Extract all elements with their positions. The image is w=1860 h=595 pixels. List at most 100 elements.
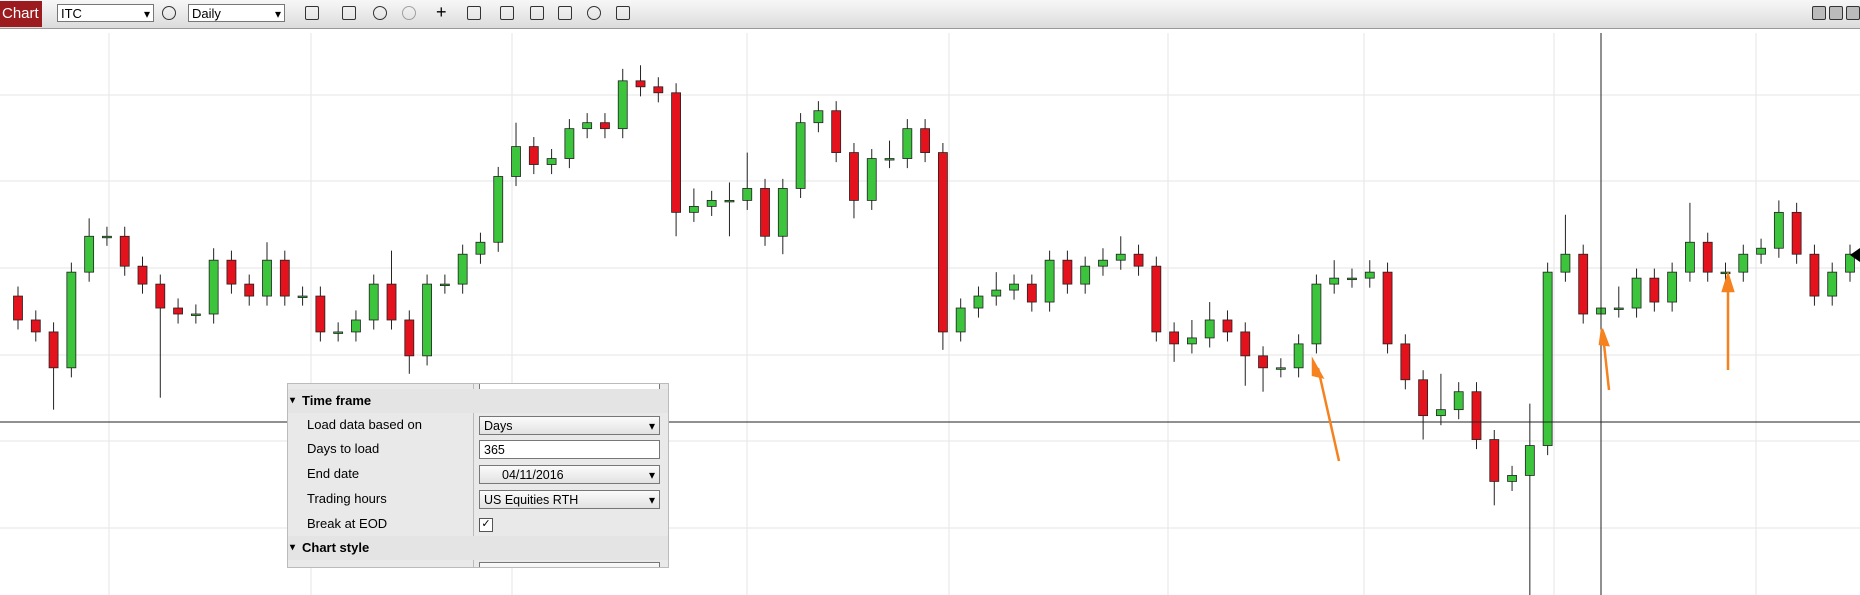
refresh-icon[interactable] xyxy=(587,6,601,20)
candle-body xyxy=(1542,271,1553,446)
candle-body xyxy=(368,283,379,321)
field-date[interactable]: 04/11/2016 xyxy=(479,465,660,485)
candle-body xyxy=(475,241,486,255)
candle-body xyxy=(48,331,59,369)
candle-body xyxy=(1133,253,1144,267)
candle-body xyxy=(1489,439,1500,482)
candle-body xyxy=(1720,271,1731,275)
data-box-icon[interactable] xyxy=(467,6,481,20)
candle-body xyxy=(1169,331,1180,345)
candle-body xyxy=(1827,271,1838,297)
candle-body xyxy=(831,110,842,153)
candle-body xyxy=(386,283,397,321)
candle-body xyxy=(1151,265,1162,333)
candle-body xyxy=(1293,343,1304,369)
candle-body xyxy=(262,259,272,297)
bar-type-icon[interactable] xyxy=(305,6,319,20)
candle-body xyxy=(1418,379,1429,417)
candle-body xyxy=(351,319,361,333)
field-label: Load data based on xyxy=(307,417,422,432)
candle-body xyxy=(1311,283,1322,345)
field-label: Break at EOD xyxy=(307,516,388,531)
checkbox[interactable]: ✓ xyxy=(479,518,493,532)
candle-body xyxy=(582,122,593,130)
field-input[interactable]: 365 xyxy=(479,440,660,459)
candle-body xyxy=(1026,283,1037,303)
candle-body xyxy=(724,200,735,203)
candle-body xyxy=(991,289,1002,297)
candle-body xyxy=(1204,319,1215,339)
candle-body xyxy=(208,259,219,315)
properties-panel: Time frame Load data based on Days Days … xyxy=(287,383,669,568)
price-marker xyxy=(1850,248,1860,262)
candle-body xyxy=(937,152,948,333)
candle-body xyxy=(884,158,895,161)
candle-body xyxy=(1044,259,1055,303)
crosshair-icon[interactable]: + xyxy=(436,2,447,22)
toolbar: Chart ITC Daily + xyxy=(0,0,1860,29)
candle-body xyxy=(244,283,255,297)
candle-body xyxy=(1382,271,1393,345)
candle-body xyxy=(671,92,681,213)
chart xyxy=(0,33,1860,595)
field-label: Trading hours xyxy=(307,491,387,506)
field-select[interactable]: US Equities RTH xyxy=(479,490,660,510)
tool-icon[interactable] xyxy=(530,6,544,20)
candle-body xyxy=(1062,259,1073,285)
indicator-icon[interactable] xyxy=(558,6,572,20)
candle-body xyxy=(333,331,344,334)
candle-body xyxy=(1187,337,1197,345)
search-icon[interactable] xyxy=(162,6,176,20)
field-label: Days to load xyxy=(307,441,380,456)
candle-body xyxy=(1578,253,1589,315)
candle-body xyxy=(973,295,984,309)
candle-body xyxy=(155,283,166,309)
candle-body xyxy=(1524,445,1535,476)
candle-body xyxy=(1115,253,1126,261)
candle-body xyxy=(1809,253,1820,297)
candle-body xyxy=(920,128,931,153)
candle-body xyxy=(1436,409,1446,417)
candle-body xyxy=(1009,283,1019,291)
candle-body xyxy=(760,188,770,237)
field-label: End date xyxy=(307,466,360,481)
zoom-in-icon[interactable] xyxy=(373,6,387,20)
candle-body xyxy=(1791,211,1802,255)
candle-body xyxy=(1364,271,1375,279)
candle-body xyxy=(742,188,753,201)
candle-body xyxy=(1702,241,1713,273)
section-header[interactable]: Time frame xyxy=(288,389,668,413)
candle-body xyxy=(190,313,201,316)
field-select[interactable]: Days xyxy=(479,416,660,436)
candle-body xyxy=(546,158,557,165)
window-button[interactable] xyxy=(1846,6,1860,20)
candle-body xyxy=(422,283,432,357)
candle-body xyxy=(84,235,95,273)
window-button[interactable] xyxy=(1812,6,1826,20)
tool-icon[interactable] xyxy=(500,6,514,20)
candle-body xyxy=(137,265,148,285)
candle-body xyxy=(1347,277,1357,281)
candle-body xyxy=(493,176,504,243)
chart-tab[interactable]: Chart xyxy=(0,1,42,27)
candle-body xyxy=(1560,253,1571,273)
candle-body xyxy=(1400,343,1411,381)
window-button[interactable] xyxy=(1829,6,1843,20)
candle-body xyxy=(955,307,966,333)
candle-body xyxy=(279,259,290,297)
candle-body xyxy=(1471,391,1482,440)
interval-select[interactable]: Daily xyxy=(188,4,285,23)
candle-body xyxy=(1685,241,1695,273)
zoom-out-icon[interactable] xyxy=(402,6,416,20)
divider xyxy=(473,384,474,567)
instrument-select[interactable]: ITC xyxy=(57,4,154,23)
properties-icon[interactable] xyxy=(616,6,630,20)
candle-body xyxy=(706,200,717,207)
candle-body xyxy=(849,152,859,201)
candle-body xyxy=(30,319,41,333)
section-header[interactable]: Chart style xyxy=(288,536,668,560)
candle-body xyxy=(1098,259,1108,267)
candle-body xyxy=(457,253,468,285)
candle-body xyxy=(173,307,183,315)
draw-icon[interactable] xyxy=(342,6,356,20)
